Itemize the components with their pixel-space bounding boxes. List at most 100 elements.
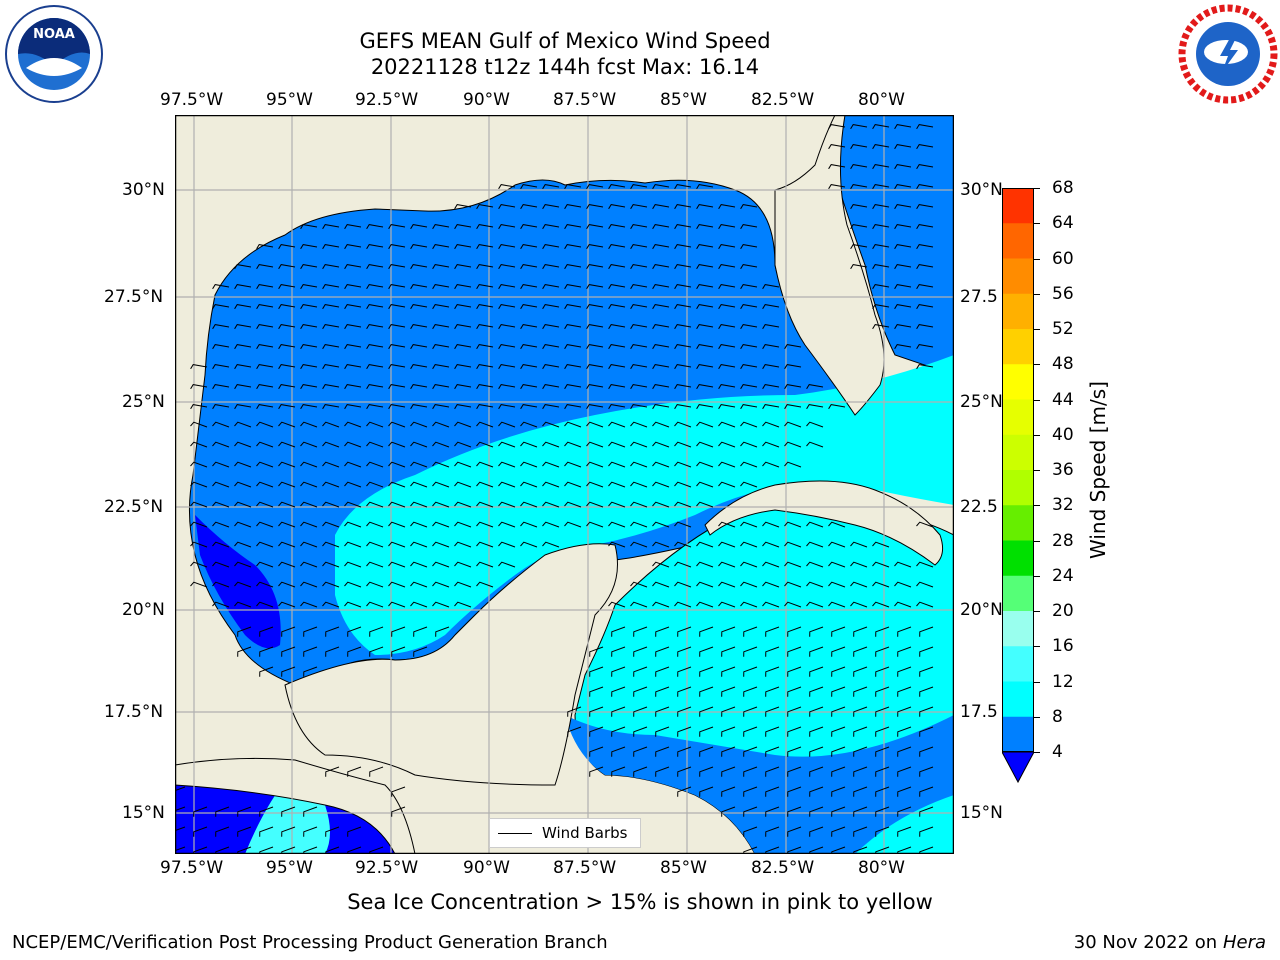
lat-tick-left: 22.5°N (104, 497, 164, 517)
noaa-logo: NOAA (4, 4, 104, 104)
wind-barb (234, 581, 252, 588)
wind-barb (718, 404, 736, 410)
wind-barb (498, 184, 516, 190)
wind-barb (476, 244, 494, 250)
wind-barb (476, 264, 494, 270)
wind-barb (872, 284, 890, 290)
wind-barb (278, 581, 296, 588)
wind-barb (498, 541, 516, 548)
wind-barb (586, 501, 604, 508)
wind-barb (916, 364, 934, 370)
wind-barb (674, 264, 692, 270)
wind-barb (894, 344, 912, 350)
wind-barb (391, 806, 406, 817)
wind-barb (721, 686, 736, 697)
wind-barb (325, 646, 340, 657)
wind-barb (256, 364, 274, 370)
wind-barb (498, 304, 516, 310)
wind-barb (894, 144, 912, 150)
wind-barb (234, 561, 252, 568)
wind-barb (916, 264, 934, 270)
wind-barb (743, 786, 758, 797)
wind-barb (743, 826, 758, 837)
wind-barb (740, 264, 758, 270)
wind-barb (344, 581, 362, 588)
wind-barb (875, 706, 890, 717)
wind-barb (916, 561, 934, 568)
wind-barb (498, 461, 516, 468)
wind-barb (630, 304, 648, 310)
wind-barb (696, 364, 714, 370)
wind-barb (652, 501, 670, 508)
wind-barb (391, 646, 406, 657)
wind-barb (699, 746, 714, 757)
wind-barb (831, 726, 846, 737)
wind-barb (476, 441, 494, 448)
wind-barb (718, 224, 736, 230)
wind-barb (784, 461, 802, 468)
wind-barb (787, 646, 802, 657)
wind-barb (875, 686, 890, 697)
wind-barb (916, 581, 934, 588)
colorbar-segment (1002, 716, 1034, 753)
wind-barb (432, 304, 450, 310)
wind-barb (633, 646, 648, 657)
wind-barb (325, 826, 340, 837)
wind-barb (410, 501, 428, 508)
wind-barb (630, 581, 648, 588)
wind-barb (611, 766, 626, 777)
wind-barb (762, 461, 780, 468)
wind-barb (347, 646, 362, 657)
wind-barb (831, 826, 846, 837)
wind-barb (454, 264, 472, 270)
colorbar-svg (1001, 188, 1035, 784)
wind-barb (344, 541, 362, 548)
wind-barb (696, 501, 714, 508)
wind-barb (476, 324, 494, 330)
wind-barb (696, 304, 714, 310)
wind-barb (809, 786, 824, 797)
wind-barb (410, 324, 428, 330)
title-line1: GEFS MEAN Gulf of Mexico Wind Speed (359, 29, 771, 53)
wind-barb (831, 746, 846, 757)
wind-barb (721, 726, 736, 737)
cyan-band-north (335, 355, 954, 655)
wind-barb (652, 384, 670, 390)
wind-barb (919, 706, 934, 717)
wind-barb (300, 264, 318, 270)
wind-barb (762, 521, 780, 528)
wind-barb (718, 204, 736, 210)
wind-barb (322, 244, 340, 250)
lat-tick-right: 22.5 (960, 497, 998, 517)
wind-barb (740, 244, 758, 250)
wind-barb (256, 324, 274, 330)
wind-barb (677, 686, 692, 697)
wind-barb (300, 324, 318, 330)
wind-barb (721, 646, 736, 657)
wind-barb (410, 304, 428, 310)
wind-barb (476, 561, 494, 568)
wind-barb (718, 481, 736, 488)
wind-barb (391, 626, 406, 637)
wind-barb (740, 601, 758, 608)
wind-barb (259, 646, 274, 657)
wind-barb (278, 601, 296, 608)
colorbar-tick-label: 40 (1052, 424, 1074, 445)
wind-barb (630, 224, 648, 230)
wind-barb (633, 666, 648, 677)
wind-barb (630, 541, 648, 548)
wind-barb (520, 364, 538, 370)
wind-barb (718, 461, 736, 468)
wind-barb (787, 626, 802, 637)
wind-barb (696, 284, 714, 290)
wind-barb (765, 666, 780, 677)
wind-barb (718, 324, 736, 330)
lon-tick-top: 97.5°W (160, 90, 224, 110)
wind-barb (432, 284, 450, 290)
wind-barb (388, 264, 406, 270)
wind-barb (366, 481, 384, 488)
wind-barb (916, 164, 934, 170)
wind-barb (894, 264, 912, 270)
wind-barb (787, 706, 802, 717)
wind-barb (894, 601, 912, 608)
